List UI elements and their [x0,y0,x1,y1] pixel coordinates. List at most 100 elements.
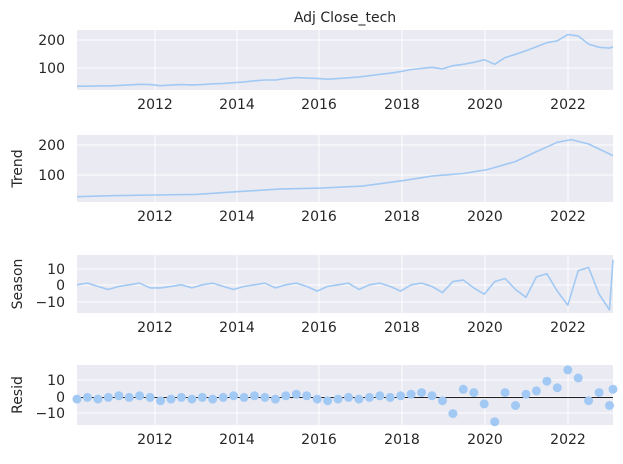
series-line-seasonal [76,259,614,311]
y-tick-label: 10 [47,262,65,278]
resid-point [291,389,301,399]
resid-point [72,394,82,404]
x-tick-label: 2014 [219,209,255,225]
resid-point [156,396,165,406]
x-tick-label: 2018 [384,209,420,225]
x-tick-label: 2022 [550,209,586,225]
x-tick-label: 2012 [137,209,173,225]
resid-point [176,392,186,402]
resid-point [542,376,552,386]
resid-point [364,392,374,402]
y-tick-label: 100 [38,168,65,184]
x-tick-label: 2016 [301,97,337,113]
resid-point [229,391,239,401]
y-tick-label: 100 [38,61,65,77]
resid-point [479,399,489,409]
resid-point [270,394,280,404]
x-tick-label: 2014 [219,432,255,448]
resid-point [250,391,259,401]
resid-point [406,389,416,399]
resid-point [124,392,134,402]
resid-point [448,409,458,419]
series-line-observed [77,33,614,87]
x-tick-label: 2020 [467,320,503,336]
resid-point [469,388,479,398]
resid-point [511,401,520,410]
panel-trend: 2012 2014 2016 2018 2020 2022 100 200 Trend [10,135,614,225]
resid-point [594,388,604,398]
resid-point [323,396,333,406]
resid-point [312,394,322,404]
resid-point [114,391,124,401]
y-tick-label: 10 [47,373,65,389]
resid-point [500,388,510,398]
x-tick-label: 2020 [467,97,503,113]
y-axis-title: Trend [10,149,26,188]
panel-seasonal: 2012 2014 2016 2018 2020 2022 100−10 Season [10,255,614,336]
resid-point [458,384,468,394]
y-axis-title: Resid [10,376,26,414]
resid-point [531,386,541,396]
resid-point [197,392,207,402]
resid-point [344,392,353,402]
y-tick-label: 200 [38,33,65,49]
resid-point [521,389,531,399]
resid-point [490,417,500,427]
resid-point [302,391,312,401]
resid-point [187,394,197,404]
panel-background [77,30,613,90]
resid-point [260,392,270,402]
resid-point [218,392,228,402]
x-tick-label: 2018 [384,97,420,113]
resid-point [584,396,594,406]
panel-resid: 2012 2014 2016 2018 2020 2022 100−10 Resid [10,365,618,448]
resid-point [375,391,385,401]
resid-point [354,394,364,404]
resid-point [563,365,573,375]
y-tick-label: 0 [56,278,65,294]
x-tick-label: 2018 [384,320,420,336]
x-tick-label: 2022 [550,432,586,448]
x-tick-label: 2016 [301,209,337,225]
resid-point [438,396,447,406]
y-tick-label: 0 [56,390,65,406]
panel-observed: 2012 2014 2016 2018 2020 2022 100 200 [38,30,614,113]
resid-point [82,392,92,402]
resid-point [417,388,427,398]
x-tick-label: 2022 [550,320,586,336]
x-tick-label: 2020 [467,209,503,225]
y-tick-label: −10 [35,295,65,311]
x-tick-label: 2014 [219,320,255,336]
resid-point [552,383,562,393]
resid-point [385,392,395,402]
resid-point [333,394,343,404]
x-tick-label: 2020 [467,432,503,448]
resid-point [573,373,583,383]
x-tick-label: 2012 [137,432,173,448]
y-tick-label: 200 [38,138,65,154]
resid-point [135,391,145,401]
figure-title: Adj Close_tech [294,10,396,26]
x-tick-label: 2016 [301,432,337,448]
y-tick-label: −10 [35,406,65,422]
resid-point [145,392,155,402]
resid-point [166,394,176,404]
x-tick-label: 2018 [384,432,420,448]
x-tick-label: 2012 [137,320,173,336]
resid-point [239,392,249,402]
x-tick-label: 2014 [219,97,255,113]
y-axis-title: Season [10,259,26,310]
series-line-trend [76,138,614,198]
x-tick-label: 2016 [301,320,337,336]
resid-point [208,394,218,404]
panel-background [77,135,613,202]
resid-point [396,391,406,401]
resid-point [93,394,103,404]
resid-point [281,391,291,401]
resid-point [605,401,614,410]
resid-point [608,384,618,394]
x-tick-label: 2012 [137,97,173,113]
x-tick-label: 2022 [550,97,586,113]
